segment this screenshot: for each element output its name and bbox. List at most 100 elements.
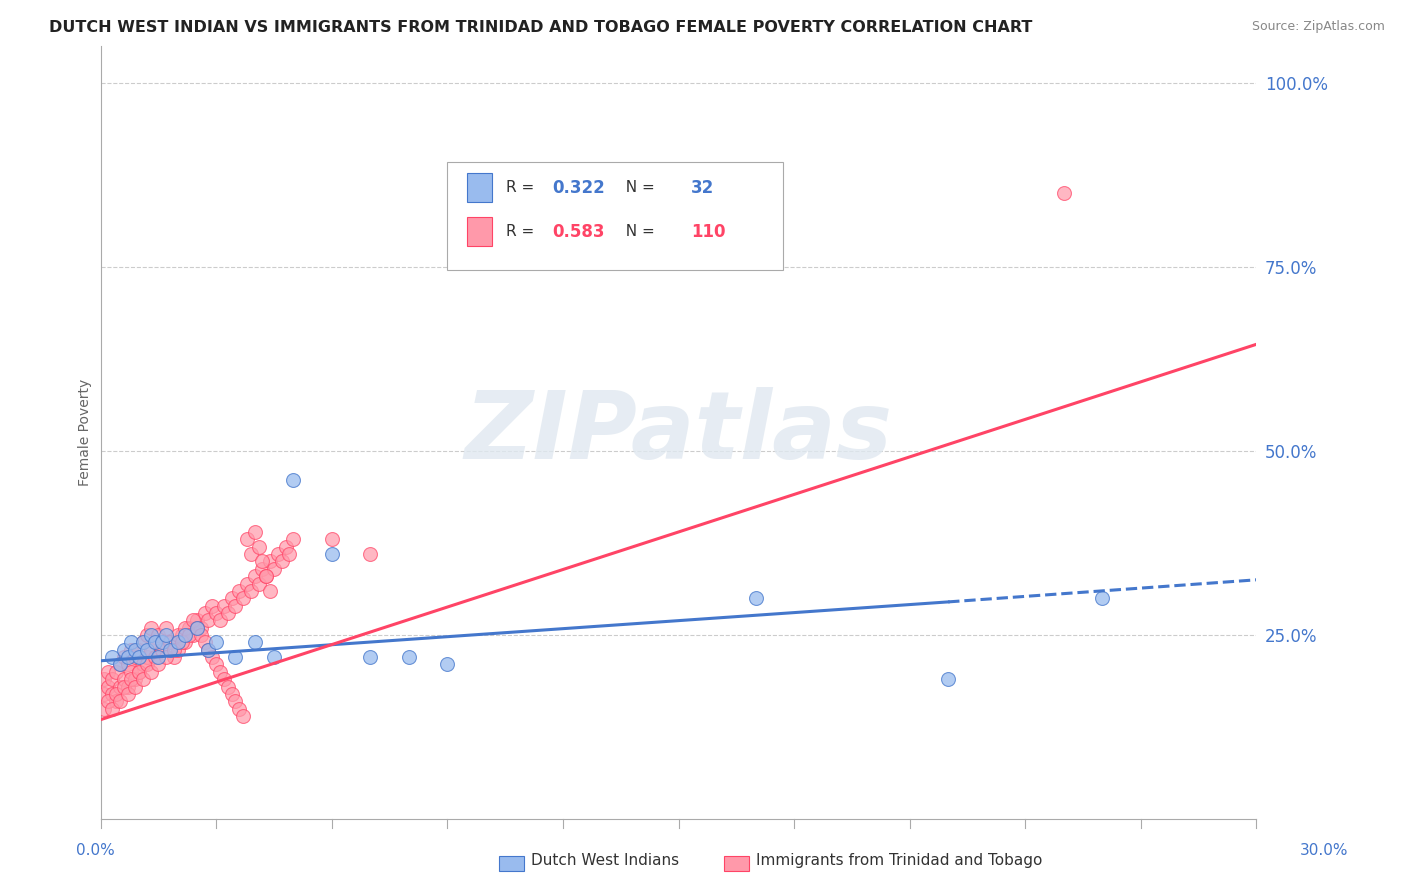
Text: 0.583: 0.583 xyxy=(553,223,605,241)
Point xyxy=(155,650,177,665)
Text: N =: N = xyxy=(616,224,659,239)
Text: 0.322: 0.322 xyxy=(553,178,605,196)
Point xyxy=(112,650,135,665)
Point xyxy=(159,642,181,657)
Point xyxy=(232,591,254,606)
Point xyxy=(148,657,170,672)
Point xyxy=(143,635,166,649)
Point xyxy=(101,687,124,701)
Point xyxy=(270,554,292,568)
Point xyxy=(155,628,177,642)
Point xyxy=(163,642,186,657)
Point xyxy=(93,701,115,715)
Point xyxy=(166,635,188,649)
Point xyxy=(259,583,281,598)
Point xyxy=(150,635,173,649)
Text: Immigrants from Trinidad and Tobago: Immigrants from Trinidad and Tobago xyxy=(756,854,1043,868)
Point xyxy=(132,635,155,649)
Point xyxy=(1053,186,1076,201)
Point xyxy=(108,694,131,708)
Point xyxy=(124,650,146,665)
Point xyxy=(170,628,193,642)
Point xyxy=(120,665,142,679)
Text: Dutch West Indians: Dutch West Indians xyxy=(531,854,679,868)
Point xyxy=(159,635,181,649)
Text: 0.0%: 0.0% xyxy=(76,843,115,858)
Point xyxy=(170,635,193,649)
Point xyxy=(197,642,219,657)
Text: R =: R = xyxy=(506,224,540,239)
Bar xyxy=(467,217,492,246)
Point xyxy=(112,642,135,657)
Point xyxy=(135,657,157,672)
Point xyxy=(190,628,212,642)
Point xyxy=(117,657,139,672)
Point xyxy=(321,533,343,547)
Point xyxy=(398,650,420,665)
Point xyxy=(93,672,115,686)
Point xyxy=(197,613,219,627)
Point xyxy=(239,583,262,598)
Point xyxy=(112,680,135,694)
FancyBboxPatch shape xyxy=(447,162,783,270)
Point xyxy=(128,665,150,679)
Point xyxy=(283,474,305,488)
Point xyxy=(97,680,120,694)
Point xyxy=(239,547,262,561)
Point xyxy=(159,635,181,649)
Point xyxy=(744,591,766,606)
Point xyxy=(936,672,959,686)
Point xyxy=(263,562,285,576)
Point xyxy=(321,547,343,561)
Point xyxy=(179,621,201,635)
Point xyxy=(359,547,381,561)
Point xyxy=(186,621,208,635)
Point xyxy=(117,650,139,665)
Text: 110: 110 xyxy=(692,223,725,241)
Text: 30.0%: 30.0% xyxy=(1301,843,1348,858)
Point xyxy=(205,606,228,620)
Point xyxy=(135,628,157,642)
Text: ZIPatlas: ZIPatlas xyxy=(464,386,893,479)
Point xyxy=(108,680,131,694)
Point xyxy=(112,672,135,686)
Point xyxy=(108,657,131,672)
Point xyxy=(128,642,150,657)
Point xyxy=(117,680,139,694)
Text: 32: 32 xyxy=(692,178,714,196)
Point xyxy=(217,606,239,620)
Point xyxy=(143,635,166,649)
Point xyxy=(120,642,142,657)
Point xyxy=(194,606,217,620)
Point xyxy=(105,694,128,708)
Point xyxy=(190,621,212,635)
Point xyxy=(243,635,266,649)
Text: R =: R = xyxy=(506,180,540,195)
Point xyxy=(124,672,146,686)
Point xyxy=(179,628,201,642)
Point xyxy=(139,628,162,642)
Point xyxy=(155,621,177,635)
Point xyxy=(139,621,162,635)
Point xyxy=(139,665,162,679)
Point xyxy=(359,650,381,665)
Point xyxy=(150,642,173,657)
Point xyxy=(278,547,301,561)
Point xyxy=(259,554,281,568)
Point xyxy=(224,599,246,613)
Point xyxy=(274,540,297,554)
Point xyxy=(132,672,155,686)
Point xyxy=(148,650,170,665)
Point xyxy=(97,665,120,679)
Point xyxy=(232,709,254,723)
Text: Source: ZipAtlas.com: Source: ZipAtlas.com xyxy=(1251,20,1385,33)
Bar xyxy=(467,173,492,202)
Point xyxy=(1091,591,1114,606)
Point xyxy=(108,657,131,672)
Point xyxy=(224,694,246,708)
Point xyxy=(139,642,162,657)
Point xyxy=(201,599,224,613)
Point xyxy=(197,642,219,657)
Point xyxy=(224,650,246,665)
Point xyxy=(101,701,124,715)
